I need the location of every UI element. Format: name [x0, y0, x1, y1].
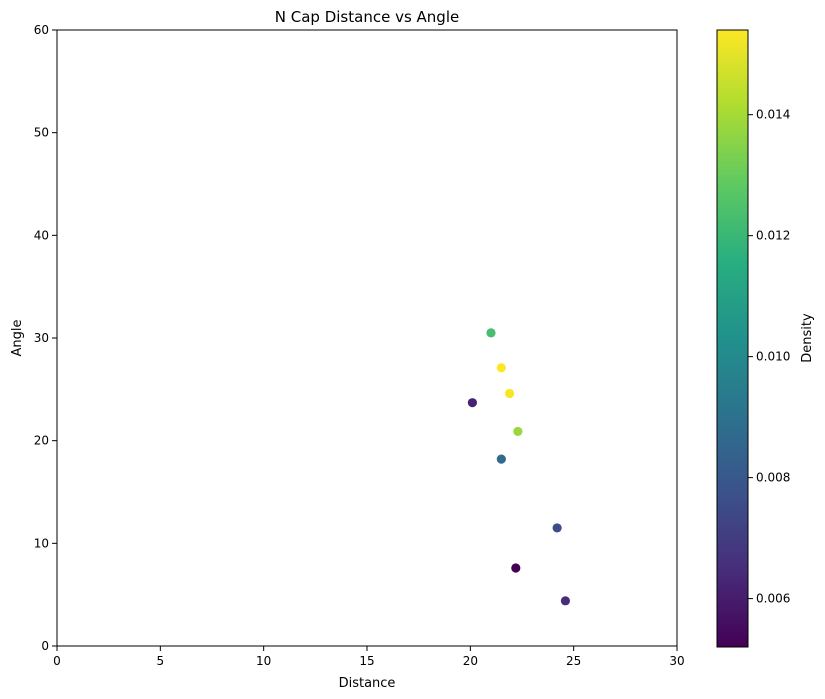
x-axis-label: Distance	[339, 676, 396, 691]
colorbar-tick-label: 0.006	[756, 592, 790, 606]
colorbar-tick-label: 0.012	[756, 229, 790, 243]
x-tick-label: 15	[359, 654, 374, 668]
x-tick-label: 30	[669, 654, 684, 668]
y-tick-label: 50	[34, 126, 49, 140]
y-tick-label: 0	[41, 639, 49, 653]
y-axis-label: Angle	[10, 320, 25, 357]
data-point	[496, 454, 506, 464]
colorbar-tick-label: 0.010	[756, 350, 790, 364]
colorbar-tick-label: 0.014	[756, 108, 790, 122]
x-axis-ticks: 0 5 10 15 20 25 30	[53, 646, 685, 668]
data-point	[467, 398, 477, 408]
y-tick-label: 40	[34, 228, 49, 242]
x-tick-label: 0	[53, 654, 61, 668]
data-point	[511, 563, 521, 573]
chart-title: N Cap Distance vs Angle	[275, 8, 459, 26]
plot-frame	[56, 29, 678, 647]
x-tick-label: 5	[157, 654, 165, 668]
y-tick-label: 20	[34, 434, 49, 448]
data-point	[505, 388, 515, 399]
data-point	[552, 523, 562, 533]
x-tick-label: 20	[463, 654, 478, 668]
colorbar-tick-label: 0.008	[756, 471, 790, 485]
y-tick-label: 60	[34, 23, 49, 37]
data-point	[486, 328, 496, 338]
y-tick-label: 10	[34, 536, 49, 550]
x-tick-label: 10	[256, 654, 271, 668]
colorbar	[716, 29, 749, 648]
y-tick-label: 30	[34, 331, 49, 345]
data-point	[560, 596, 571, 606]
data-point	[496, 363, 506, 373]
data-point	[513, 426, 523, 437]
colorbar-ticks: 0.006 0.008 0.010 0.012 0.014	[748, 108, 790, 606]
y-axis-ticks: 0 10 20 30 40 50 60	[34, 23, 57, 653]
x-tick-label: 25	[566, 654, 581, 668]
scatter-points	[467, 328, 571, 606]
colorbar-label: Density	[800, 313, 815, 363]
